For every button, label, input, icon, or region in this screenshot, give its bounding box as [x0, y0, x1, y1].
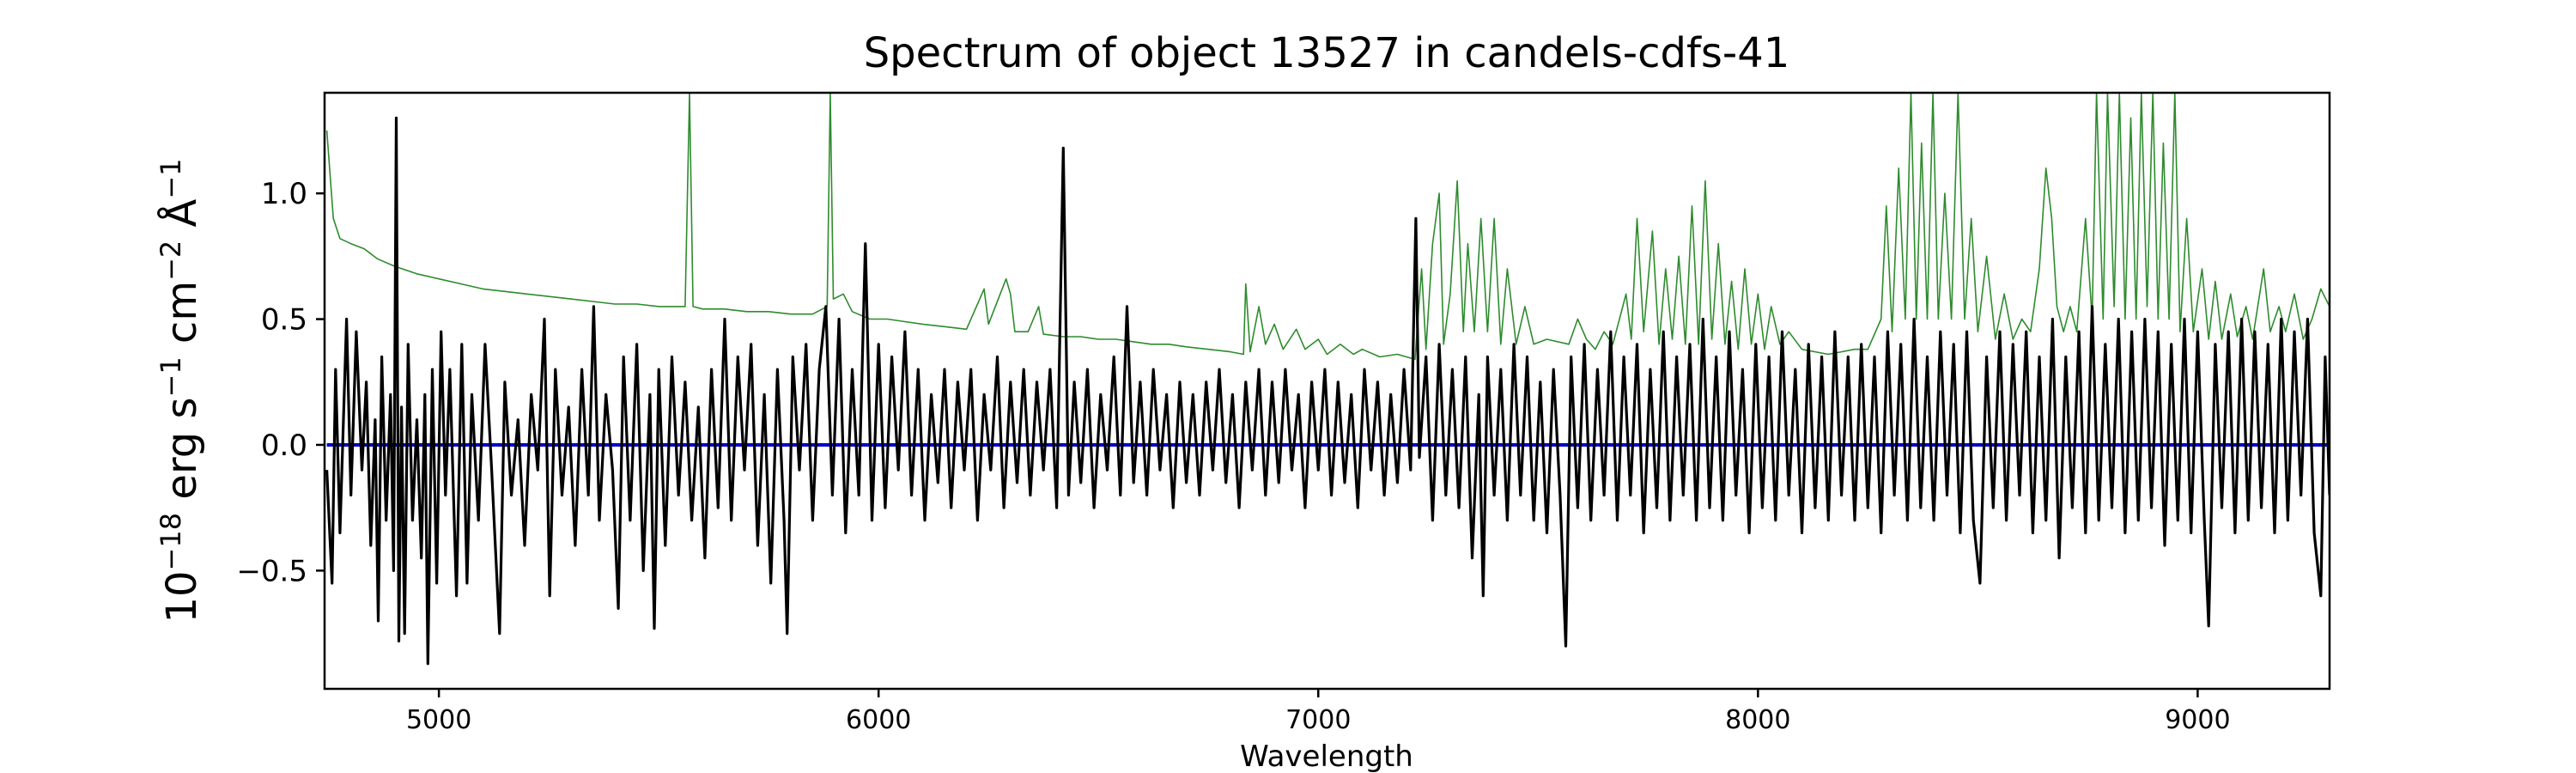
y-axis-label: 10−18 erg s−1 cm−2 Å−1 [155, 158, 206, 623]
ylabel-part: 10 [158, 570, 206, 623]
ylabel-exponent: −1 [155, 158, 187, 198]
ylabel-part: Å [157, 198, 206, 240]
ylabel-exponent: −2 [155, 240, 187, 281]
flux-spectrum-line [325, 116, 2330, 666]
y-tick-label: −0.5 [236, 554, 307, 588]
x-tick-label: 7000 [1285, 705, 1351, 735]
y-tick-label: 1.0 [261, 177, 307, 211]
x-tick-label: 8000 [1725, 705, 1790, 735]
y-tick-label: 0.0 [261, 429, 307, 463]
y-tick-label: 0.5 [261, 303, 307, 338]
x-tick-label: 5000 [406, 705, 471, 735]
x-axis: 5000 6000 7000 8000 9000 [406, 689, 2231, 735]
ylabel-part: erg s [158, 397, 206, 512]
axes-frame [323, 91, 2331, 691]
y-axis: −0.5 0.0 0.5 1.0 [236, 177, 325, 588]
x-tick-label: 9000 [2165, 705, 2230, 735]
chart-title: Spectrum of object 13527 in candels-cdfs… [864, 29, 1790, 77]
x-axis-label: Wavelength [1240, 740, 1413, 773]
x-tick-label: 6000 [846, 705, 911, 735]
ylabel-exponent: −18 [155, 513, 187, 571]
ylabel-exponent: −1 [155, 356, 187, 397]
plot-area [325, 93, 2330, 666]
ylabel-part: cm [158, 281, 206, 356]
